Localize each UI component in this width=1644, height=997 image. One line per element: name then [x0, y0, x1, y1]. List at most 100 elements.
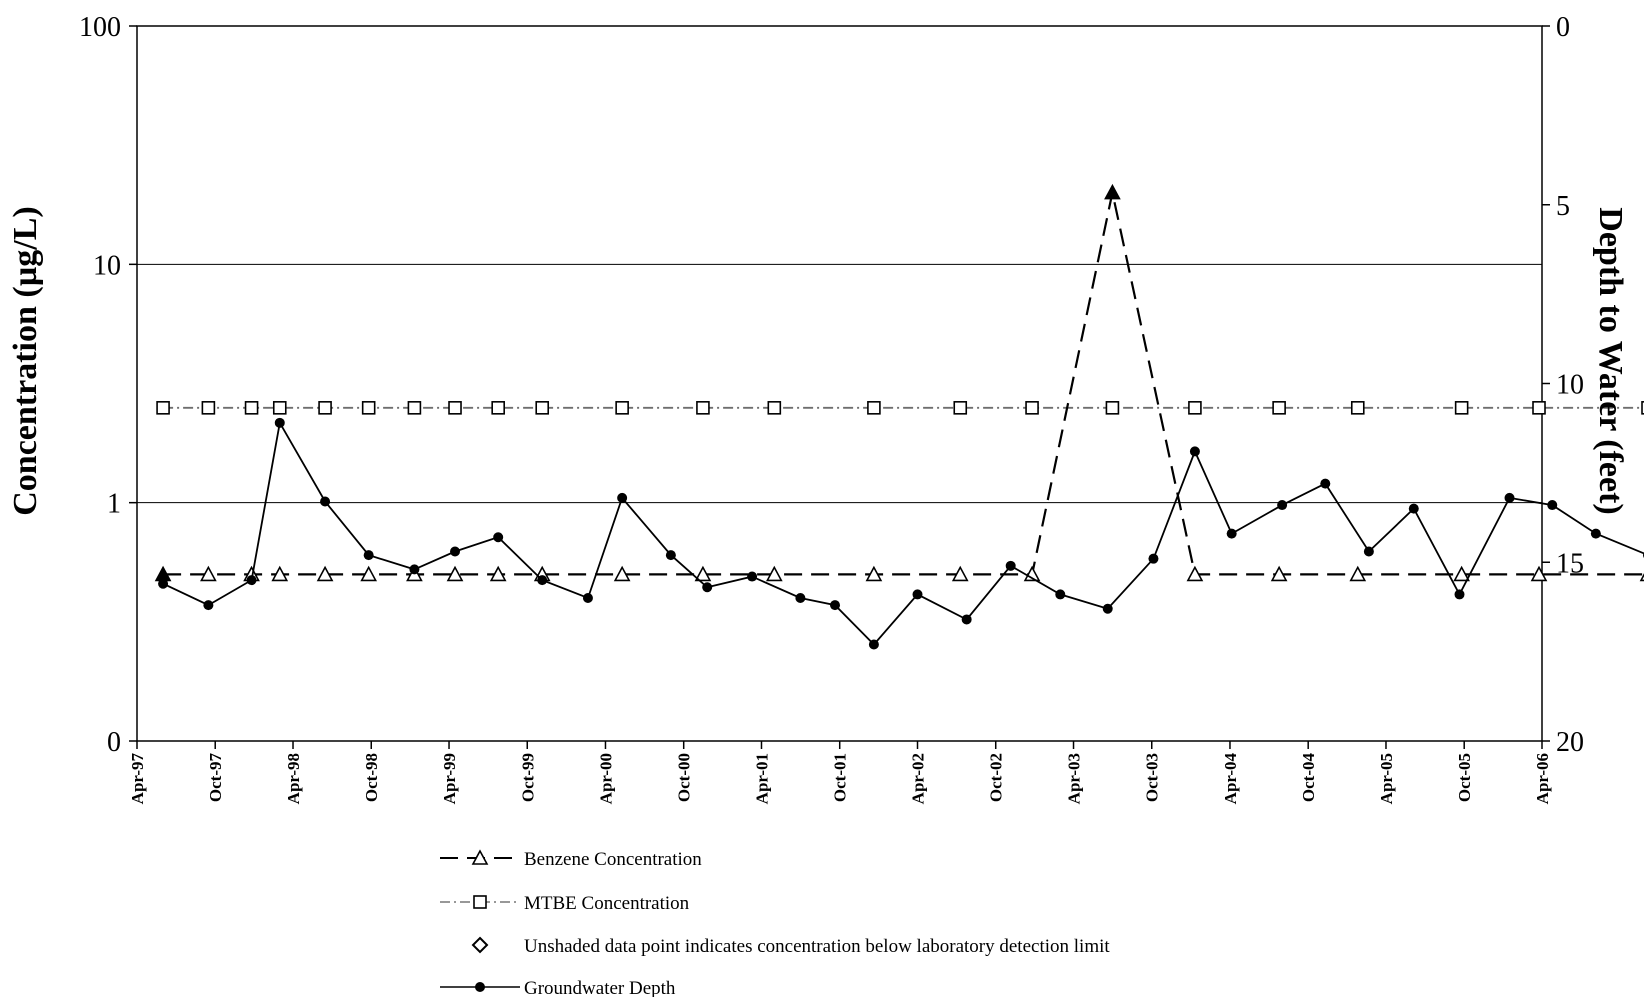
- data-point-groundwater-21: [1055, 589, 1066, 600]
- legend-swatch-benzene-marker: [471, 849, 489, 865]
- legend-label-groundwater: Groundwater Depth: [524, 978, 676, 997]
- data-point-groundwater-33: [1590, 528, 1601, 539]
- data-point-groundwater-10: [582, 593, 593, 603]
- right-axis-title: Depth to Water (feet): [1592, 207, 1629, 514]
- data-point-groundwater-5: [363, 550, 374, 561]
- data-point-groundwater-4: [320, 496, 331, 507]
- data-point-mtbe-9: [535, 401, 550, 415]
- x-tick-label-16: Apr-05: [1377, 753, 1396, 804]
- x-tick-label-0: Apr-97: [128, 753, 147, 805]
- x-tick-label-9: Oct-01: [831, 753, 850, 802]
- legend-label-detection-note: Unshaded data point indicates concentrat…: [524, 936, 1110, 957]
- data-point-groundwater-3: [274, 417, 285, 428]
- data-point-benzene-17: [1186, 565, 1204, 582]
- left-tick-label-1: 1: [107, 489, 121, 520]
- data-point-mtbe-6: [407, 401, 422, 415]
- data-point-mtbe-12: [767, 401, 782, 415]
- data-point-mtbe-13: [867, 401, 881, 415]
- data-point-benzene-4: [316, 565, 334, 582]
- legend-entry-mtbe: MTBE Concentration: [440, 893, 690, 914]
- data-point-mtbe-4: [318, 401, 332, 415]
- legend-entry-groundwater: Groundwater Depth: [440, 978, 676, 997]
- data-point-groundwater-15: [795, 593, 806, 603]
- left-tick-label-2: 10: [93, 250, 121, 281]
- left-axis-title: Concentration (µg/L): [7, 206, 44, 516]
- data-point-groundwater-12: [665, 550, 676, 561]
- data-point-groundwater-16: [830, 600, 841, 611]
- data-point-groundwater-14: [747, 571, 758, 582]
- data-point-benzene-11: [694, 565, 712, 582]
- x-tick-label-3: Oct-98: [362, 753, 381, 802]
- x-tick-label-7: Oct-00: [675, 753, 694, 802]
- data-point-groundwater-23: [1148, 553, 1159, 564]
- data-point-benzene-20: [1453, 565, 1470, 582]
- data-point-groundwater-2: [246, 575, 257, 586]
- right-tick-label-1: 5: [1556, 191, 1570, 222]
- data-point-benzene-16: [1104, 183, 1121, 200]
- data-point-mtbe-2: [244, 401, 259, 415]
- data-point-benzene-5: [360, 565, 378, 582]
- data-point-groundwater-28: [1363, 546, 1374, 557]
- x-tick-label-5: Oct-99: [518, 753, 537, 802]
- data-point-benzene-3: [271, 565, 289, 582]
- legend-swatch-mtbe-marker: [473, 895, 487, 909]
- data-point-groundwater-25: [1226, 528, 1237, 539]
- data-point-groundwater-31: [1504, 492, 1515, 503]
- data-point-groundwater-30: [1454, 589, 1465, 600]
- data-point-groundwater-8: [493, 532, 504, 543]
- legend: Benzene Concentration MTBE Concentration…: [440, 849, 1110, 997]
- data-point-mtbe-8: [491, 401, 505, 415]
- data-point-benzene-12: [765, 565, 783, 582]
- data-point-mtbe-14: [953, 401, 968, 415]
- data-point-groundwater-17: [868, 639, 879, 650]
- data-point-mtbe-11: [696, 401, 710, 415]
- data-point-mtbe-1: [201, 401, 216, 415]
- x-tick-label-11: Oct-02: [987, 753, 1006, 802]
- data-point-benzene-13: [865, 565, 883, 582]
- right-tick-label-0: 0: [1556, 12, 1570, 43]
- data-point-groundwater-13: [702, 582, 713, 593]
- data-point-benzene-10: [613, 565, 631, 582]
- data-point-mtbe-7: [448, 401, 462, 415]
- data-point-mtbe-21: [1532, 401, 1546, 415]
- gridlines: [137, 263, 1542, 504]
- data-point-mtbe-22: [1641, 401, 1644, 415]
- data-point-mtbe-3: [272, 401, 287, 415]
- data-point-groundwater-7: [450, 546, 461, 557]
- legend-swatch-unshaded-marker: [471, 936, 489, 954]
- legend-label-mtbe: MTBE Concentration: [524, 893, 690, 914]
- data-point-benzene-14: [951, 565, 969, 582]
- x-tick-label-12: Apr-03: [1065, 753, 1084, 804]
- legend-entry-detection-note: Unshaded data point indicates concentrat…: [471, 936, 1110, 957]
- data-point-mtbe-19: [1350, 401, 1365, 415]
- x-tick-label-18: Apr-06: [1533, 753, 1552, 804]
- data-point-benzene-18: [1270, 565, 1288, 582]
- x-tick-label-10: Apr-02: [909, 753, 928, 804]
- data-point-benzene-7: [446, 565, 464, 582]
- legend-label-benzene: Benzene Concentration: [524, 849, 702, 870]
- data-point-groundwater-27: [1320, 478, 1331, 489]
- right-tick-label-4: 20: [1556, 727, 1584, 758]
- data-point-benzene-15: [1023, 565, 1041, 582]
- data-point-benzene-8: [489, 565, 507, 582]
- x-tick-label-6: Apr-00: [596, 753, 615, 804]
- x-tick-label-1: Oct-97: [206, 753, 225, 803]
- data-point-mtbe-17: [1188, 401, 1202, 415]
- data-point-mtbe-20: [1454, 401, 1469, 415]
- left-tick-label-0: 0: [107, 727, 121, 758]
- x-tick-label-13: Oct-03: [1143, 753, 1162, 802]
- data-point-benzene-21: [1530, 565, 1548, 582]
- data-point-groundwater-6: [409, 564, 420, 575]
- legend-entry-benzene: Benzene Concentration: [440, 849, 702, 870]
- data-point-groundwater-0: [158, 578, 169, 589]
- data-point-mtbe-15: [1025, 401, 1039, 415]
- data-point-benzene-19: [1349, 565, 1367, 582]
- data-point-groundwater-32: [1547, 500, 1558, 511]
- x-tick-label-4: Apr-99: [440, 753, 459, 804]
- data-point-groundwater-11: [617, 492, 628, 503]
- x-tick-label-2: Apr-98: [284, 753, 303, 804]
- right-tick-label-2: 10: [1556, 370, 1584, 401]
- data-point-groundwater-1: [203, 600, 214, 611]
